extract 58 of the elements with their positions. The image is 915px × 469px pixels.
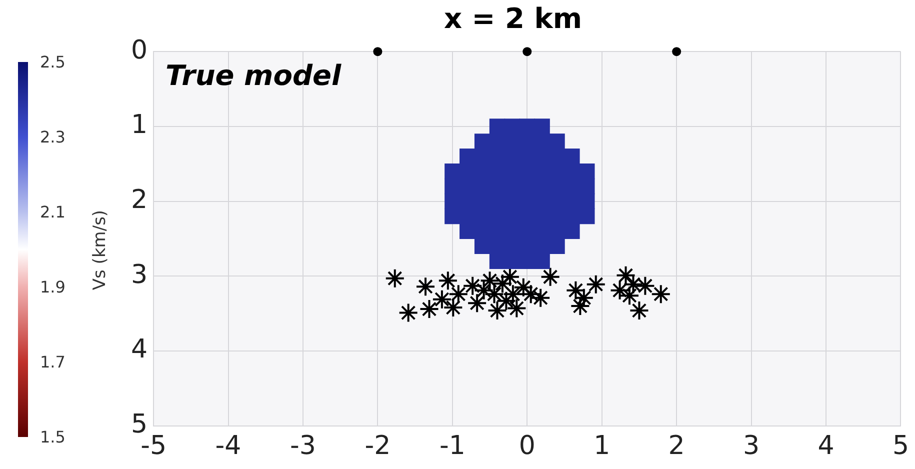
point xyxy=(513,277,534,298)
point xyxy=(620,286,640,306)
y-tick-label: 3 xyxy=(130,260,148,290)
point xyxy=(522,47,532,56)
point xyxy=(635,276,656,296)
point xyxy=(443,298,464,318)
x-tick-label: 2 xyxy=(668,431,685,462)
x-tick-label: 1 xyxy=(594,431,610,462)
point xyxy=(398,302,418,323)
point xyxy=(540,266,560,287)
x-tick-label: -4 xyxy=(215,431,242,462)
x-tick-label: -3 xyxy=(290,431,316,462)
x-tick-label: 3 xyxy=(743,431,760,462)
point xyxy=(506,298,527,318)
point xyxy=(373,47,382,56)
chart-title: x = 2 km xyxy=(444,2,582,36)
point xyxy=(448,284,468,304)
point xyxy=(384,268,405,288)
point xyxy=(610,280,630,300)
point xyxy=(586,274,606,294)
y-tick-label: 0 xyxy=(130,35,148,66)
y-tick-label: 2 xyxy=(130,185,148,216)
point xyxy=(438,270,458,291)
color-bar-label: 2.3 xyxy=(40,128,66,146)
point xyxy=(496,290,516,311)
color-bar-label: 2.5 xyxy=(40,52,66,72)
x-tick-label: 0 xyxy=(518,431,536,462)
point xyxy=(520,284,541,304)
y-tick-label: 4 xyxy=(130,334,148,365)
point xyxy=(492,274,512,294)
point xyxy=(416,276,436,297)
x-tick-label: -2 xyxy=(364,431,391,462)
color-bar-label: 2.1 xyxy=(40,202,66,222)
point xyxy=(462,276,483,296)
point xyxy=(566,280,586,300)
point xyxy=(480,270,500,291)
x-tick-label: -1 xyxy=(439,431,466,462)
point xyxy=(672,47,682,56)
color-bar-title: Vs (km/s) xyxy=(90,210,110,290)
point xyxy=(650,284,671,304)
point xyxy=(629,300,650,321)
point xyxy=(487,300,508,321)
x-tick-label: 4 xyxy=(818,431,834,462)
point xyxy=(419,299,440,320)
color-bar-label: 1.5 xyxy=(40,428,66,446)
point xyxy=(502,284,523,304)
point xyxy=(484,284,504,304)
x-tick-label: 5 xyxy=(892,431,909,462)
point xyxy=(432,289,452,310)
point xyxy=(530,288,551,308)
point xyxy=(467,293,488,314)
point xyxy=(616,265,636,286)
point xyxy=(623,274,644,294)
annotation: True model xyxy=(166,58,342,92)
y-tick-label: 1 xyxy=(130,110,148,140)
color-bar-label: 1.9 xyxy=(40,278,66,296)
point xyxy=(474,280,494,300)
color-bar-label: 1.7 xyxy=(40,352,66,372)
